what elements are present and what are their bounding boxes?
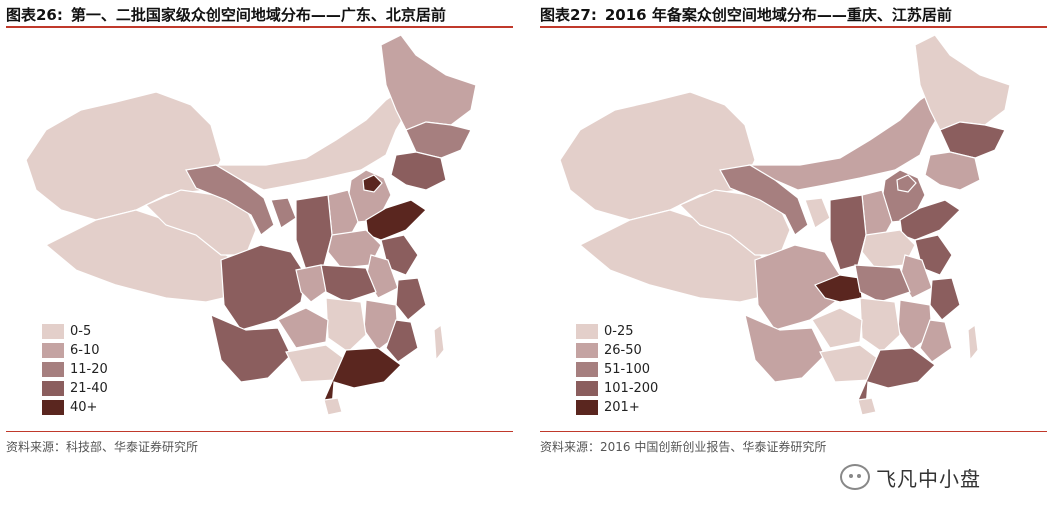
source-note: 资料来源：科技部、华泰证券研究所 (6, 440, 199, 454)
region-hainan (323, 397, 343, 416)
legend-item: 40+ (42, 398, 108, 417)
region-shaanxi (829, 194, 867, 271)
region-liaoning (924, 151, 981, 191)
region-zhejiang (395, 277, 427, 321)
figure-27: 图表27: 2016 年备案众创空间地域分布——重庆、江苏居前 (540, 0, 1047, 462)
legend-item: 26-50 (576, 341, 658, 360)
legend-swatch (42, 324, 64, 339)
figure-title: 图表26: 第一、二批国家级众创空间地域分布——广东、北京居前 (6, 4, 513, 26)
region-taiwan (433, 323, 445, 362)
map-legend: 0-25 26-50 51-100 101-200 201+ (576, 322, 658, 417)
figure-caption: 2016 年备案众创空间地域分布——重庆、江苏居前 (604, 6, 952, 24)
wechat-icon (840, 464, 870, 490)
legend-swatch (576, 381, 598, 396)
legend-label: 201+ (604, 400, 640, 415)
legend-swatch (576, 324, 598, 339)
watermark-text: 飞凡中小盘 (876, 466, 981, 491)
title-rule (540, 26, 1047, 28)
region-inner-mongolia (213, 89, 412, 191)
source-note: 资料来源：2016 中国创新创业报告、华泰证券研究所 (540, 440, 827, 454)
legend-swatch (42, 343, 64, 358)
region-heilongjiang (914, 34, 1011, 131)
legend-label: 21-40 (70, 381, 108, 396)
region-sichuan (220, 244, 307, 331)
legend-swatch (576, 343, 598, 358)
figure-26: 图表26: 第一、二批国家级众创空间地域分布——广东、北京居前 (6, 0, 513, 462)
region-taiwan (967, 323, 979, 362)
region-chongqing (295, 264, 329, 303)
legend-item: 101-200 (576, 379, 658, 398)
china-province-map (25, 34, 477, 416)
region-sichuan (754, 244, 841, 331)
figure-number: 图表27: (540, 6, 597, 24)
legend-item: 0-5 (42, 322, 108, 341)
region-yunnan (210, 313, 292, 383)
region-beijing (362, 174, 383, 193)
region-guizhou (811, 307, 863, 349)
region-heilongjiang (380, 34, 477, 131)
legend-item: 51-100 (576, 360, 658, 379)
region-xinjiang (25, 91, 222, 221)
figure-number: 图表26: (6, 6, 63, 24)
legend-swatch (42, 400, 64, 415)
region-hunan (325, 297, 367, 353)
region-beijing (896, 174, 917, 193)
source-rule (540, 431, 1047, 432)
region-guizhou (277, 307, 329, 349)
figure-title: 图表27: 2016 年备案众创空间地域分布——重庆、江苏居前 (540, 4, 1047, 26)
region-xinjiang (559, 91, 756, 221)
figure-caption: 第一、二批国家级众创空间地域分布——广东、北京居前 (70, 6, 446, 24)
legend-label: 26-50 (604, 343, 642, 358)
region-qinghai (144, 189, 257, 256)
region-ningxia (270, 197, 297, 229)
title-rule (6, 26, 513, 28)
legend-label: 11-20 (70, 362, 108, 377)
legend-item: 201+ (576, 398, 658, 417)
china-province-map (559, 34, 1011, 416)
legend-label: 51-100 (604, 362, 651, 377)
watermark: 飞凡中小盘 (840, 462, 981, 492)
region-shaanxi (295, 194, 333, 271)
legend-item: 21-40 (42, 379, 108, 398)
region-fujian (919, 319, 953, 363)
legend-label: 0-25 (604, 324, 634, 339)
source-rule (6, 431, 513, 432)
legend-swatch (576, 362, 598, 377)
region-hubei (854, 264, 911, 303)
region-zhejiang (929, 277, 961, 321)
map-legend: 0-5 6-10 11-20 21-40 40+ (42, 322, 108, 417)
region-yunnan (744, 313, 826, 383)
legend-swatch (42, 362, 64, 377)
region-hainan (857, 397, 877, 416)
legend-swatch (576, 400, 598, 415)
legend-label: 101-200 (604, 381, 659, 396)
region-liaoning (390, 151, 447, 191)
legend-swatch (42, 381, 64, 396)
legend-item: 0-25 (576, 322, 658, 341)
legend-item: 11-20 (42, 360, 108, 379)
region-hunan (859, 297, 901, 353)
legend-label: 6-10 (70, 343, 100, 358)
legend-label: 40+ (70, 400, 98, 415)
legend-label: 0-5 (70, 324, 92, 339)
region-fujian (385, 319, 419, 363)
legend-item: 6-10 (42, 341, 108, 360)
region-ningxia (804, 197, 831, 229)
region-hubei (320, 264, 377, 303)
region-qinghai (678, 189, 791, 256)
region-inner-mongolia (747, 89, 946, 191)
